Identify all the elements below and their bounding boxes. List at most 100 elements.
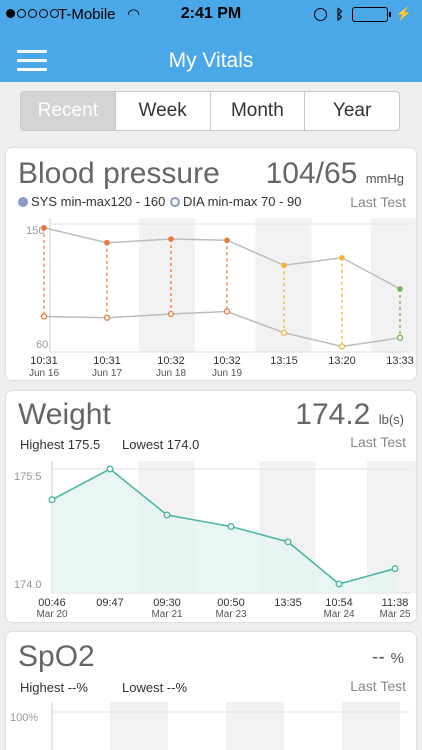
- chart-band: [342, 702, 400, 750]
- time-range-tabs: Recent Week Month Year: [20, 91, 400, 131]
- dia-point: [167, 310, 175, 318]
- sys-point: [281, 262, 287, 269]
- dia-line: [43, 310, 401, 348]
- spo2-highest: Highest --%: [20, 680, 88, 695]
- spo2-unit: %: [390, 650, 404, 667]
- x-tick-time: 09:47: [96, 597, 124, 609]
- status-right: ᛒ ⚡: [314, 6, 412, 22]
- status-bar: T-Mobile ◠ 2:41 PM ᛒ ⚡: [0, 0, 422, 30]
- x-tick-date: Jun 18: [156, 368, 186, 379]
- weight-point: [227, 523, 235, 531]
- blood-pressure-last-test: Last Test: [350, 194, 406, 210]
- x-tick-time: 09:30: [153, 597, 181, 609]
- tab-week[interactable]: Week: [116, 92, 211, 130]
- x-tick-date: Jun 19: [212, 368, 242, 379]
- x-tick-time: 13:35: [274, 597, 302, 609]
- chart-band: [226, 702, 284, 750]
- weight-point: [284, 538, 292, 546]
- sys-point: [224, 237, 230, 244]
- sys-point: [104, 239, 110, 246]
- weight-reading: 174.2: [295, 398, 371, 431]
- weight-point: [391, 565, 399, 573]
- spo2-chart: 100%: [10, 702, 410, 750]
- dia-ring-icon: [170, 197, 180, 207]
- weight-area: [52, 469, 395, 593]
- dia-point: [40, 313, 48, 320]
- dia-point: [280, 329, 288, 336]
- blood-pressure-reading: 104/65: [265, 157, 358, 190]
- dia-legend: DIA min-max 70 - 90: [170, 194, 302, 209]
- x-tick-time: 10:31: [30, 355, 58, 367]
- page-title: My Vitals: [168, 49, 254, 72]
- weight-point: [48, 496, 56, 504]
- sys-line: [43, 227, 401, 290]
- dia-point: [396, 334, 404, 341]
- weight-unit: lb(s): [378, 412, 404, 427]
- bluetooth-icon: ᛒ: [335, 6, 344, 22]
- x-tick-time: 13:15: [270, 355, 298, 367]
- x-tick-time: 13:33: [386, 355, 414, 367]
- spo2-lowest: Lowest --%: [122, 680, 188, 695]
- x-tick-date: Mar 21: [151, 609, 183, 620]
- y-tick-label: 60: [36, 339, 48, 351]
- dia-point: [338, 343, 346, 350]
- spo2-card[interactable]: SpO2 -- % Highest --% Lowest --% Last Te…: [6, 632, 416, 750]
- y-tick-label: 174.0: [14, 579, 42, 591]
- carrier-label: T-Mobile: [58, 6, 116, 23]
- tab-year[interactable]: Year: [332, 100, 372, 121]
- sys-point: [339, 254, 345, 261]
- clock: 2:41 PM: [180, 5, 242, 22]
- sys-range: SYS min-max120 - 160: [31, 194, 166, 209]
- tab-month[interactable]: Month: [211, 92, 306, 130]
- chart-band: [139, 218, 195, 352]
- x-tick-time: 11:38: [382, 597, 409, 609]
- dia-point: [223, 308, 231, 315]
- spo2-value: -- %: [372, 646, 404, 669]
- wifi-icon: ◠: [127, 6, 141, 23]
- weight-point: [335, 580, 343, 588]
- weight-point: [106, 465, 114, 473]
- spo2-reading: --: [371, 646, 386, 668]
- blood-pressure-unit: mmHg: [365, 171, 404, 186]
- weight-highest: Highest 175.5: [20, 437, 101, 452]
- sys-point: [397, 286, 403, 292]
- x-tick-time: 10:54: [325, 597, 353, 609]
- signal-strength-icon: [6, 9, 59, 18]
- y-tick-label: 100%: [10, 712, 38, 724]
- battery-icon: [351, 6, 391, 22]
- weight-title: Weight: [18, 398, 111, 431]
- alarm-icon: [314, 7, 328, 21]
- x-tick-time: 10:32: [157, 355, 185, 367]
- weight-value: 174.2 lb(s): [295, 398, 404, 432]
- x-tick-date: Mar 24: [323, 609, 355, 620]
- x-tick-date: Mar 20: [36, 609, 68, 620]
- dia-point: [103, 314, 111, 321]
- x-tick-date: Mar 23: [215, 609, 247, 620]
- sys-dot-icon: [18, 197, 28, 207]
- spo2-title: SpO2: [18, 640, 95, 673]
- blood-pressure-value: 104/65 mmHg: [266, 157, 404, 191]
- blood-pressure-card[interactable]: Blood pressure 104/65 mmHg SYS min-max12…: [6, 148, 416, 380]
- x-tick-time: 10:31: [93, 355, 121, 367]
- y-tick-label: 175.5: [14, 471, 42, 483]
- x-tick-date: Jun 17: [92, 368, 122, 379]
- y-tick-label: 156: [26, 225, 44, 237]
- x-tick-time: 00:46: [38, 597, 66, 609]
- tab-recent[interactable]: Recent: [21, 92, 116, 130]
- weight-card[interactable]: Weight 174.2 lb(s) Highest 175.5 Lowest …: [6, 391, 416, 622]
- x-tick-date: Jun 16: [29, 368, 59, 379]
- x-tick-time: 00:50: [217, 597, 245, 609]
- x-tick-date: Mar 25: [379, 609, 411, 620]
- menu-icon[interactable]: [17, 50, 47, 72]
- charging-icon: ⚡: [395, 6, 412, 21]
- dia-range: DIA min-max 70 - 90: [183, 194, 302, 209]
- weight-lowest: Lowest 174.0: [122, 437, 200, 452]
- sys-point: [168, 236, 174, 242]
- sys-point: [41, 224, 47, 231]
- blood-pressure-title: Blood pressure: [18, 157, 220, 190]
- weight-point: [163, 511, 171, 519]
- x-tick-time: 13:20: [328, 355, 356, 367]
- weight-last-test: Last Test: [350, 434, 406, 450]
